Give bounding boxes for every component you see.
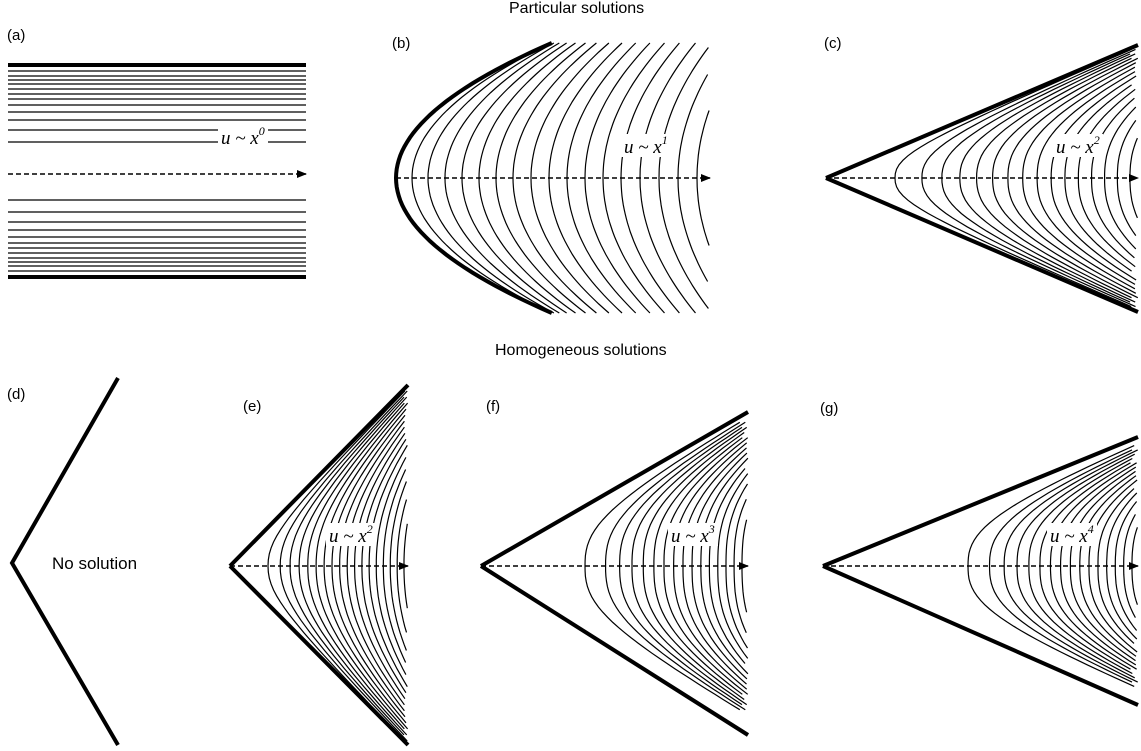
wedge-streamline-5	[315, 402, 409, 730]
panel-c-label: (c)	[824, 35, 842, 52]
wedge-streamline-5	[991, 57, 1139, 299]
formula-c-u: u	[1056, 137, 1066, 158]
panel-a-drawing	[8, 63, 307, 279]
formula-g-exponent: 4	[1087, 522, 1094, 536]
wedge-upper-wall	[228, 383, 410, 568]
panel-c-drawing	[825, 43, 1139, 314]
panel-g-label: (g)	[820, 400, 839, 417]
formula-e-op: ~	[343, 526, 354, 547]
panel-g-drawing	[822, 435, 1139, 707]
formula-e-x: x	[358, 526, 367, 547]
formula-e-u: u	[329, 526, 339, 547]
wedge-streamline-3	[631, 426, 748, 706]
wedge-streamline-0	[267, 390, 406, 742]
wedge-streamline-1	[988, 449, 1133, 683]
formula-e-exponent: 2	[366, 522, 373, 536]
formula-f-u: u	[671, 526, 681, 547]
wedge-streamline-2	[1003, 449, 1138, 683]
panel-f-label: (f)	[486, 398, 501, 415]
formula-b-op: ~	[638, 137, 649, 158]
formula-b: u ~ x1	[621, 134, 671, 157]
wedge-streamline-8	[1069, 470, 1136, 662]
panel-b-drawing	[393, 41, 711, 315]
wedge-streamline-4	[975, 57, 1132, 299]
formula-g: u ~ x4	[1047, 523, 1097, 546]
wedge-streamline-6	[1007, 62, 1137, 294]
panel-d-drawing	[9, 377, 120, 747]
formula-g-op: ~	[1064, 526, 1075, 547]
wedge-streamline-14	[733, 499, 747, 633]
wedge-lower-wall	[825, 176, 1139, 314]
formula-a-exponent: 0	[258, 124, 265, 138]
parabola-streamline-14	[658, 47, 709, 309]
panel-d-label: (d)	[7, 386, 26, 403]
wedge-streamline-5	[1039, 462, 1131, 670]
wedge-streamline-3	[959, 53, 1136, 303]
formula-a-u: u	[221, 128, 231, 149]
formula-e: u ~ x2	[326, 523, 376, 546]
wedge-streamline-6	[323, 408, 407, 724]
wedge-streamline-10	[1064, 84, 1132, 272]
parabola-streamline-7	[530, 42, 610, 314]
formula-a-op: ~	[235, 128, 246, 149]
wedge-streamline-6	[663, 437, 749, 695]
wedge-lower-wall	[822, 564, 1139, 707]
formula-c: u ~ x2	[1053, 134, 1103, 157]
wedge-streamline-7	[331, 414, 406, 718]
formula-c-x: x	[1085, 137, 1094, 158]
panel-e-drawing	[228, 383, 410, 747]
formula-b-x: x	[653, 137, 662, 158]
formula-c-exponent: 2	[1093, 133, 1100, 147]
wedge-lower-wall	[228, 564, 410, 747]
wedge-streamline-4	[307, 402, 405, 730]
corner-wall	[9, 377, 120, 747]
panel-b-label: (b)	[392, 35, 411, 52]
wedge-upper-wall	[480, 410, 749, 568]
formula-b-u: u	[624, 137, 634, 158]
homogeneous-solutions-title: Homogeneous solutions	[495, 342, 667, 359]
panel-f-drawing	[479, 410, 750, 737]
wedge-streamline-8	[339, 420, 405, 712]
formula-f-op: ~	[685, 526, 696, 547]
parabola-streamline-11	[602, 42, 665, 314]
wedge-streamline-13	[1104, 106, 1137, 250]
panel-e-label: (e)	[243, 398, 262, 415]
panel-a-label: (a)	[7, 27, 26, 44]
wedge-streamline-13	[1114, 501, 1138, 631]
wedge-streamline-3	[298, 396, 408, 736]
wedge-streamline-4	[1028, 457, 1133, 675]
formula-b-exponent: 1	[661, 133, 668, 147]
formula-f: u ~ x3	[668, 523, 718, 546]
formula-f-exponent: 3	[708, 522, 715, 536]
formula-g-x: x	[1079, 526, 1088, 547]
wedge-streamline-1	[921, 48, 1136, 308]
wedge-streamline-9	[346, 426, 405, 706]
formula-c-op: ~	[1070, 137, 1081, 158]
formula-f-x: x	[700, 526, 709, 547]
formula-a: u ~ x0	[218, 125, 268, 148]
formula-g-u: u	[1050, 526, 1060, 547]
formula-a-x: x	[250, 128, 259, 149]
wedge-streamline-16	[396, 499, 408, 633]
wedge-lower-wall	[479, 564, 750, 737]
wedge-streamline-7	[1060, 466, 1137, 666]
parabola-streamline-9	[566, 42, 637, 314]
no-solution-text: No solution	[52, 554, 138, 573]
particular-solutions-title: Particular solutions	[509, 0, 645, 17]
wedge-upper-wall	[822, 435, 1139, 568]
wedge-upper-wall	[825, 43, 1139, 180]
